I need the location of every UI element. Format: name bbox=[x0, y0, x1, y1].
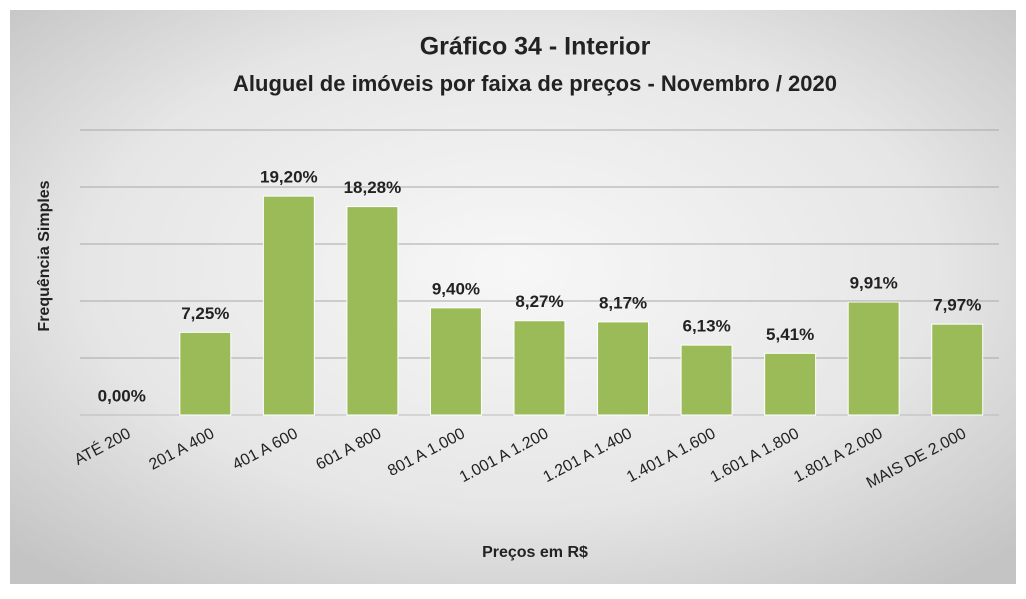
bar bbox=[847, 301, 900, 416]
x-axis-label: Preços em R$ bbox=[482, 544, 588, 561]
value-label: 9,91% bbox=[850, 274, 898, 293]
bar bbox=[179, 331, 232, 416]
bar bbox=[764, 352, 817, 416]
value-label: 8,17% bbox=[599, 293, 647, 312]
bar bbox=[680, 344, 733, 416]
value-label: 0,00% bbox=[98, 386, 146, 405]
value-label: 18,28% bbox=[344, 178, 402, 197]
chart-subtitle: Aluguel de imóveis por faixa de preços -… bbox=[233, 71, 837, 96]
chart-title: Gráfico 34 - Interior bbox=[420, 33, 651, 61]
value-label: 7,97% bbox=[933, 296, 981, 315]
bar bbox=[429, 307, 482, 416]
value-label: 8,27% bbox=[515, 292, 563, 311]
value-label: 9,40% bbox=[432, 279, 480, 298]
bar bbox=[597, 321, 650, 416]
chart-background bbox=[10, 10, 1016, 584]
value-label: 19,20% bbox=[260, 168, 318, 187]
bar bbox=[931, 323, 984, 416]
bar bbox=[262, 195, 315, 416]
y-axis-label: Frequência Simples bbox=[36, 180, 53, 331]
value-label: 5,41% bbox=[766, 325, 814, 344]
bar bbox=[513, 320, 566, 416]
value-label: 6,13% bbox=[682, 317, 730, 336]
value-label: 7,25% bbox=[181, 304, 229, 323]
bar bbox=[346, 206, 399, 416]
